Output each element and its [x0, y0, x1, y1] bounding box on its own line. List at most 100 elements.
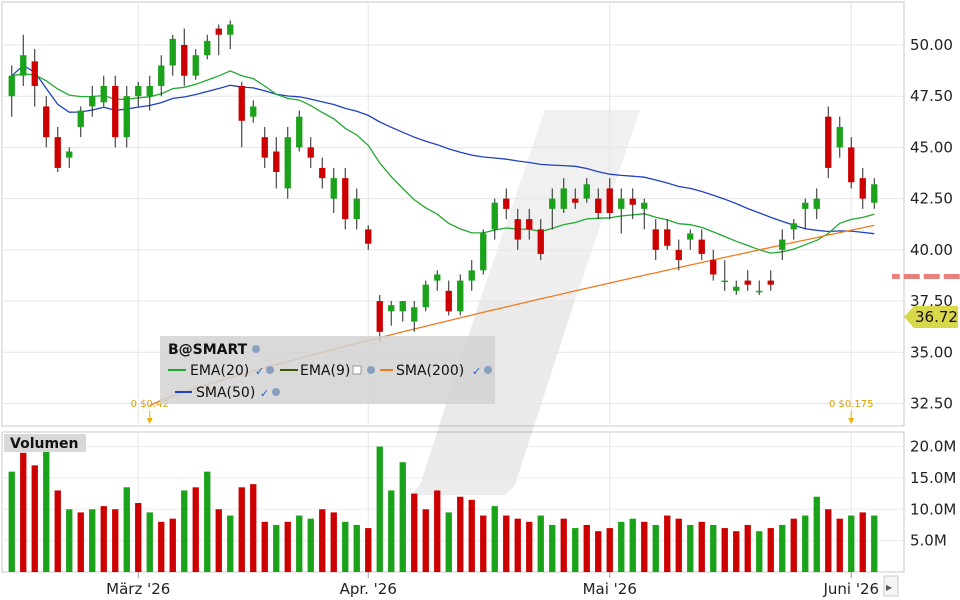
- candle-body: [664, 229, 671, 246]
- volume-bar: [491, 506, 498, 572]
- volume-bar: [802, 515, 809, 572]
- scroll-arrow-icon[interactable]: ▸: [886, 580, 892, 594]
- candle: [434, 270, 441, 291]
- candle-body: [330, 178, 337, 199]
- volume-bar: [606, 528, 613, 572]
- candle: [8, 65, 15, 117]
- candle: [744, 270, 751, 291]
- candle: [388, 301, 395, 326]
- settings-icon[interactable]: [484, 366, 492, 374]
- settings-icon[interactable]: [266, 366, 274, 374]
- volume-bar: [319, 509, 326, 572]
- legend: B@SMART EMA(20) ✓ EMA(9) SMA(200) ✓ SMA(…: [160, 336, 495, 404]
- ema20-line: [11, 70, 875, 254]
- candle-body: [779, 239, 786, 250]
- legend-title: B@SMART: [168, 342, 248, 358]
- candle-body: [422, 284, 429, 308]
- candle: [491, 198, 498, 240]
- volume-tick-label: 10.0M: [910, 500, 956, 518]
- volume-bar: [445, 512, 452, 572]
- volume-bar: [365, 528, 372, 572]
- candle-body: [261, 137, 268, 158]
- candle-body: [560, 188, 567, 209]
- candle: [859, 167, 866, 209]
- volume-bar: [89, 509, 96, 572]
- candle: [330, 167, 337, 213]
- volume-bar: [537, 515, 544, 572]
- volume-bar: [66, 509, 73, 572]
- candle: [664, 219, 671, 250]
- volume-bar: [583, 524, 590, 572]
- candle: [250, 100, 257, 123]
- candle: [100, 75, 107, 107]
- candle: [836, 116, 843, 158]
- volume-bar: [123, 487, 130, 572]
- price-tick-label: 37.50: [910, 292, 953, 310]
- volume-bar: [572, 528, 579, 572]
- candle-body: [365, 229, 372, 244]
- volume-bar: [238, 487, 245, 572]
- candle: [77, 106, 84, 138]
- check-icon[interactable]: ✓: [260, 387, 269, 400]
- candle-body: [89, 96, 96, 107]
- scroll-handle[interactable]: [883, 575, 899, 597]
- candle: [871, 178, 878, 209]
- candle: [675, 239, 682, 271]
- candle: [756, 280, 763, 295]
- candle-body: [227, 24, 234, 35]
- candle: [779, 229, 786, 261]
- volume-bar: [376, 446, 383, 572]
- dividend-label: 0 $0.175: [829, 399, 874, 410]
- volume-bar: [284, 521, 291, 572]
- price-tick-label: 50.00: [910, 36, 953, 54]
- legend-label-sma200: SMA(200): [396, 363, 464, 379]
- checkbox-icon[interactable]: [352, 365, 362, 375]
- candle-body: [710, 260, 717, 275]
- candle-body: [802, 202, 809, 209]
- candle-body: [468, 270, 475, 281]
- candle-body: [813, 198, 820, 209]
- candle: [560, 178, 567, 213]
- settings-icon[interactable]: [252, 345, 260, 353]
- volume-bar: [560, 518, 567, 572]
- volume-bar: [641, 521, 648, 572]
- candle: [595, 188, 602, 220]
- volume-bar: [31, 465, 38, 572]
- candle-body: [514, 219, 521, 240]
- candle-body: [629, 198, 636, 205]
- volume-bar: [273, 524, 280, 572]
- volume-bar: [434, 490, 441, 572]
- candle: [261, 126, 268, 168]
- candle: [66, 147, 73, 168]
- volume-bar: [181, 490, 188, 572]
- candle: [445, 280, 452, 316]
- candle: [583, 178, 590, 203]
- candle-body: [411, 307, 418, 322]
- candle: [112, 75, 119, 148]
- date-tick-label: Juni '26: [822, 580, 879, 598]
- candle: [790, 219, 797, 240]
- candle: [284, 126, 291, 199]
- candle-body: [491, 202, 498, 230]
- candle-body: [836, 126, 843, 148]
- settings-icon[interactable]: [367, 366, 375, 374]
- candle-body: [526, 219, 533, 230]
- candle-body: [20, 55, 27, 76]
- volume-bar: [733, 531, 740, 572]
- volume-bar: [169, 518, 176, 572]
- price-tick-label: 35.00: [910, 343, 953, 361]
- settings-icon[interactable]: [272, 388, 280, 396]
- check-icon[interactable]: ✓: [255, 365, 264, 378]
- volume-bar: [687, 524, 694, 572]
- candle: [353, 188, 360, 230]
- candle-body: [100, 85, 107, 103]
- sma50-line: [11, 64, 875, 235]
- candle-body: [307, 147, 314, 158]
- volume-bar: [158, 521, 165, 572]
- candle: [146, 75, 153, 111]
- volume-title: Volumen: [10, 436, 79, 452]
- check-icon[interactable]: ✓: [472, 365, 481, 378]
- candle: [526, 208, 533, 240]
- candle-body: [733, 286, 740, 291]
